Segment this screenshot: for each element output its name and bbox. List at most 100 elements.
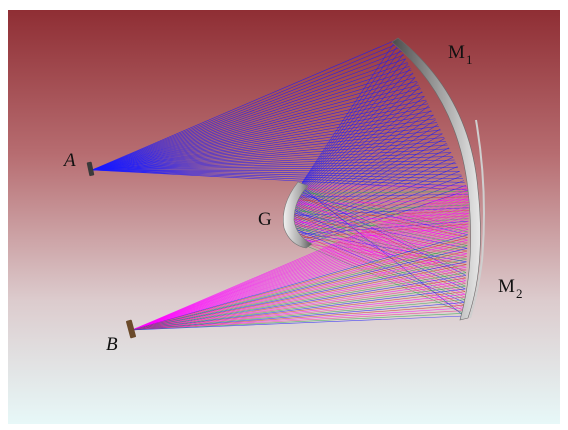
incident-ray xyxy=(91,148,450,171)
incident-ray xyxy=(91,144,448,171)
focusing-ray xyxy=(131,261,467,331)
dispersed-ray xyxy=(297,241,465,314)
incident-ray xyxy=(91,169,467,187)
focusing-ray xyxy=(131,269,467,331)
focusing-ray xyxy=(131,245,468,331)
focusing-ray xyxy=(131,315,465,331)
dispersed-ray xyxy=(291,199,470,206)
dispersed-ray xyxy=(290,211,468,249)
label-m2-letter: M xyxy=(498,276,515,297)
grating-g xyxy=(283,181,313,249)
focusing-ray xyxy=(131,239,468,331)
incident-ray xyxy=(91,169,460,172)
collimated-ray xyxy=(289,114,434,217)
incident-ray xyxy=(91,118,436,171)
focusing-ray xyxy=(131,256,467,331)
focusing-ray xyxy=(131,258,467,331)
incident-ray xyxy=(91,122,438,171)
collimated-ray xyxy=(292,77,416,202)
focusing-ray xyxy=(131,253,467,331)
focusing-ray xyxy=(131,288,466,331)
incident-ray xyxy=(91,39,397,171)
dispersed-ray xyxy=(291,226,467,260)
incident-ray xyxy=(91,50,402,171)
dispersed-ray xyxy=(298,188,470,191)
dispersed-ray xyxy=(299,185,469,230)
collimated-ray xyxy=(293,72,413,200)
focusing-ray xyxy=(131,226,469,331)
dispersed-ray xyxy=(297,189,467,276)
collimated-ray xyxy=(290,133,443,224)
collimated-ray xyxy=(295,166,458,237)
dispersed-ray xyxy=(290,211,466,292)
collimated-ray xyxy=(290,91,423,207)
focusing-ray xyxy=(131,310,465,331)
dispersed-ray xyxy=(296,238,465,311)
incident-ray xyxy=(91,43,399,171)
incident-ray xyxy=(91,169,462,176)
incident-ray xyxy=(91,152,452,171)
incident-ray xyxy=(91,125,439,171)
incident-ray xyxy=(91,95,425,171)
incident-ray xyxy=(91,62,408,171)
focusing-ray xyxy=(131,185,471,331)
focusing-ray xyxy=(131,302,465,331)
dispersed-ray xyxy=(297,189,468,233)
focusing-ray xyxy=(131,242,468,331)
collimated-ray xyxy=(295,58,406,194)
dispersed-ray xyxy=(296,191,470,194)
incident-ray xyxy=(91,133,443,171)
incident-ray xyxy=(91,140,446,171)
focusing-ray xyxy=(131,277,466,331)
incident-ray xyxy=(91,103,429,171)
focusing-ray xyxy=(131,312,465,331)
label-m2-subscript: 2 xyxy=(516,286,523,301)
focusing-ray xyxy=(131,229,469,331)
collimated-ray xyxy=(296,53,404,192)
focusing-ray xyxy=(131,307,465,331)
incident-ray xyxy=(91,65,410,171)
collimated-ray xyxy=(291,86,420,205)
focusing-ray xyxy=(131,280,466,331)
detector-b xyxy=(125,319,137,339)
focusing-ray xyxy=(131,250,468,331)
focusing-ray xyxy=(131,204,470,331)
incident-ray xyxy=(91,169,465,183)
label-a: A xyxy=(62,150,76,171)
collimated-ray xyxy=(294,67,411,198)
label-b: B xyxy=(106,334,118,355)
focusing-ray xyxy=(131,237,468,331)
focusing-ray xyxy=(131,296,465,331)
incident-ray xyxy=(91,167,458,171)
focusing-ray xyxy=(131,196,470,331)
incident-ray xyxy=(91,163,457,171)
focusing-ray xyxy=(131,215,469,331)
incident-ray xyxy=(91,47,400,171)
label-g: G xyxy=(258,209,272,230)
collimated-ray xyxy=(292,147,450,230)
focusing-ray xyxy=(131,266,467,331)
dispersed-ray xyxy=(294,234,465,309)
dispersed-ray xyxy=(289,215,466,295)
label-m1-subscript: 1 xyxy=(466,52,473,67)
incident-ray xyxy=(91,58,406,171)
focusing-ray xyxy=(131,299,465,331)
focusing-ray xyxy=(131,294,466,331)
focusing-ray xyxy=(131,191,470,331)
focusing-ray xyxy=(131,283,466,331)
dispersed-ray xyxy=(294,193,470,198)
collimated-ray xyxy=(289,119,436,219)
focusing-ray xyxy=(131,193,470,331)
dispersed-ray xyxy=(294,196,466,282)
dispersed-ray xyxy=(291,215,469,228)
incident-ray xyxy=(91,73,414,171)
collimated-ray xyxy=(297,49,402,190)
collimated-ray xyxy=(298,44,399,189)
focusing-ray xyxy=(131,207,470,331)
incident-ray xyxy=(91,107,430,171)
focusing-ray xyxy=(131,201,470,331)
collimated-ray xyxy=(293,156,454,234)
focusing-ray xyxy=(131,210,469,331)
focusing-ray xyxy=(131,218,469,331)
